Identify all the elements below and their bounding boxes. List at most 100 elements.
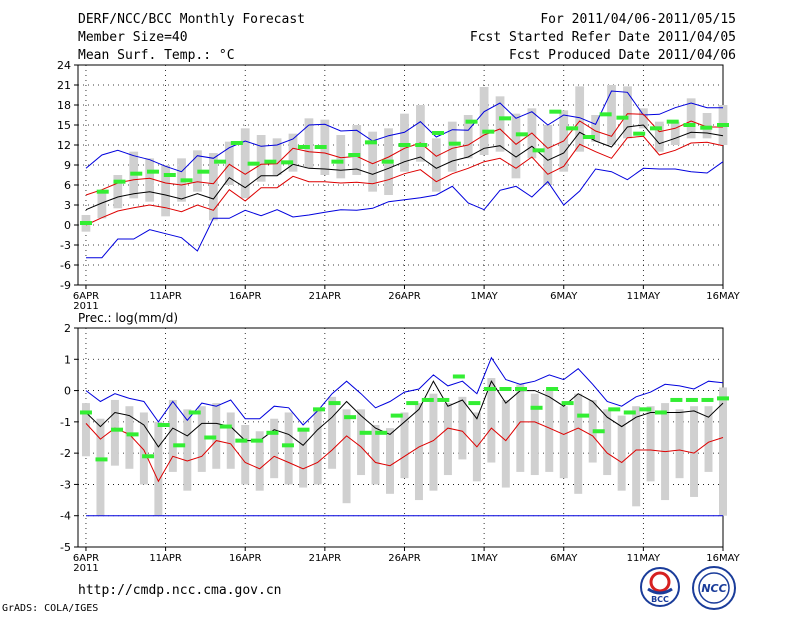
observed-marker (281, 160, 294, 165)
spread-box (575, 86, 585, 152)
observed-marker (204, 435, 217, 440)
spread-box (632, 406, 641, 507)
spread-box (125, 406, 134, 469)
observed-marker (515, 132, 528, 137)
x-tick-label: 26APR (388, 553, 421, 564)
spread-box (81, 403, 90, 457)
spread-box (458, 396, 467, 460)
observed-marker (266, 430, 279, 435)
spread-box (357, 409, 366, 476)
grads-credit: GrADS: COLA/IGES (2, 603, 99, 614)
variable-label: Mean Surf. Temp.: °C (78, 48, 235, 63)
spread-box (429, 393, 438, 491)
x-tick-label: 16MAY (706, 553, 740, 564)
x-tick-label: 11APR (149, 291, 182, 302)
x-tick-label: 11MAY (627, 553, 661, 564)
observed-marker (654, 410, 667, 415)
observed-marker (437, 397, 450, 402)
spread-box (313, 409, 322, 485)
y-tick-label: 15 (57, 119, 71, 132)
spread-box (543, 125, 553, 185)
observed-marker (348, 153, 361, 157)
observed-marker (717, 396, 729, 401)
spread-box (96, 418, 105, 516)
produced-date: Fcst Produced Date 2011/04/06 (509, 48, 736, 63)
observed-marker (649, 126, 662, 131)
x-tick-label: 11MAY (627, 291, 661, 302)
x-tick-label: 26APR (388, 291, 421, 302)
bcc-logo-text: BCC (651, 595, 669, 604)
observed-marker (247, 161, 260, 166)
y-tick-label: 6 (64, 179, 71, 192)
y-tick-label: 18 (57, 99, 71, 112)
observed-marker (344, 415, 357, 420)
observed-marker (666, 119, 679, 124)
observed-marker (230, 141, 243, 145)
observed-marker (561, 401, 574, 406)
y-tick-label: 12 (57, 139, 71, 152)
spread-box (400, 412, 409, 479)
observed-marker (375, 430, 388, 435)
x-tick-label: 1MAY (471, 553, 499, 564)
observed-marker (281, 443, 294, 448)
observed-marker (566, 126, 579, 131)
observed-marker (331, 159, 344, 164)
spread-box (299, 428, 308, 488)
y-tick-label: -6 (60, 259, 71, 272)
x-tick-year: 2011 (73, 563, 98, 574)
spread-box (443, 403, 452, 476)
observed-marker (599, 112, 612, 117)
spread-box (352, 125, 362, 175)
observed-marker (364, 140, 377, 145)
spread-box (501, 399, 510, 488)
spread-box (270, 418, 279, 479)
observed-marker (515, 387, 528, 392)
spread-box (368, 131, 378, 192)
observed-marker (670, 397, 683, 402)
spread-box (675, 409, 684, 479)
spread-box (495, 96, 505, 152)
observed-marker (415, 143, 428, 147)
observed-marker (157, 422, 170, 427)
spread-box (686, 98, 696, 139)
spread-box (719, 387, 727, 516)
spread-box (463, 115, 473, 159)
spread-box (224, 141, 234, 185)
y-tick-label: 3 (64, 199, 71, 212)
figure-title: DERF/NCC/BCC Monthly Forecast (78, 12, 305, 27)
spread-box (197, 406, 206, 472)
spread-box (139, 412, 148, 485)
observed-marker (549, 109, 562, 114)
observed-marker (499, 387, 512, 392)
observed-marker (448, 141, 461, 146)
spread-box (110, 399, 119, 466)
observed-marker (95, 457, 108, 462)
observed-marker (465, 119, 478, 124)
source-url[interactable]: http://cmdp.ncc.cma.gov.cn (78, 583, 282, 598)
spread-box (603, 409, 612, 476)
observed-marker (390, 413, 403, 418)
y-tick-label: -1 (60, 416, 71, 429)
spread-box (342, 409, 351, 504)
refer-date: Fcst Started Refer Date 2011/04/05 (469, 30, 736, 45)
observed-marker (608, 407, 621, 412)
spread-box (638, 108, 648, 129)
spread-box (336, 135, 346, 179)
observed-marker (142, 454, 155, 459)
series-lower (85, 421, 724, 483)
spread-box (414, 403, 423, 501)
series-ensemble-min (86, 161, 724, 259)
observed-marker (111, 427, 124, 432)
logos: BCC NCC (640, 566, 736, 610)
observed-marker (623, 410, 636, 415)
x-tick-label: 21APR (309, 553, 342, 564)
spread-box (240, 128, 250, 199)
spread-box (646, 406, 655, 482)
observed-marker (546, 387, 559, 392)
x-tick-label: 16MAY (706, 291, 740, 302)
observed-marker (701, 397, 714, 402)
observed-marker (616, 115, 629, 120)
x-tick-label: 6APR (73, 553, 99, 564)
